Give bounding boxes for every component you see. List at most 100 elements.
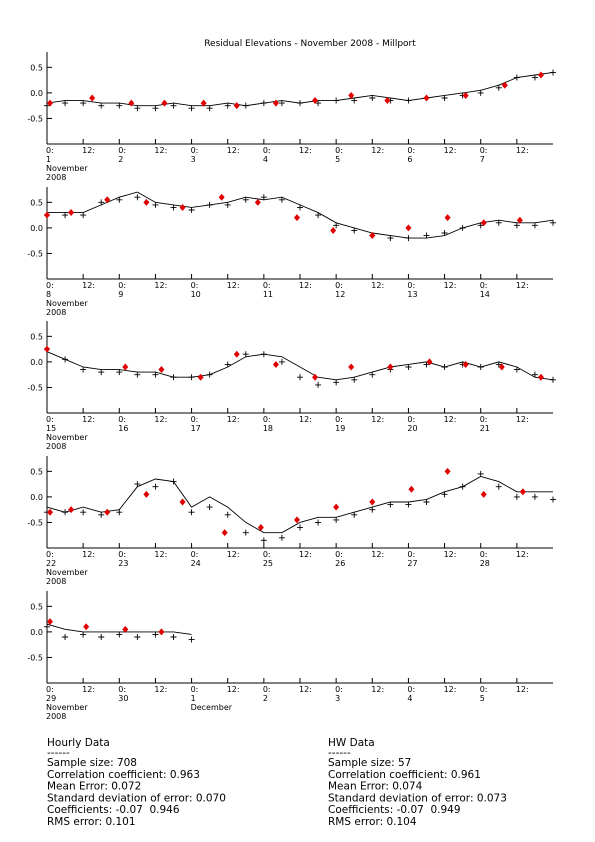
plus-marker: [116, 196, 123, 203]
plus-marker: [152, 631, 159, 638]
diamond-marker: [444, 467, 451, 475]
plus-marker: [134, 371, 141, 378]
x-tick-label: 0:: [118, 146, 126, 155]
diamond-marker: [426, 358, 433, 366]
plus-marker: [152, 371, 159, 378]
x-tick-label: 12:: [227, 685, 240, 694]
day-label: 18: [263, 424, 273, 433]
plus-marker: [116, 631, 123, 638]
y-tick-label: 0.5: [30, 332, 43, 341]
plus-marker: [116, 102, 123, 109]
plus-marker: [315, 212, 322, 219]
plus-marker: [333, 222, 340, 229]
plus-marker: [297, 524, 303, 531]
plus-marker: [80, 212, 87, 219]
x-tick-label: 0:: [118, 415, 126, 424]
diamond-marker: [348, 91, 355, 99]
x-tick-label: 12:: [444, 415, 457, 424]
plus-marker: [80, 366, 87, 373]
diamond-marker: [444, 214, 451, 222]
stats-line: RMS error: 0.101: [47, 816, 136, 828]
diamond-marker: [221, 529, 228, 537]
plus-marker: [387, 501, 394, 508]
y-tick-label: 0.5: [30, 63, 43, 72]
diamond-marker: [480, 219, 487, 227]
plus-marker: [98, 199, 105, 206]
diamond-marker: [158, 366, 165, 374]
plus-marker: [206, 105, 213, 112]
diamond-marker: [68, 506, 75, 514]
year-label: 2008: [46, 577, 66, 586]
day-label: 3: [191, 155, 196, 164]
x-tick-label: 0:: [118, 550, 126, 559]
day-label: 27: [407, 559, 417, 568]
day-label: 22: [46, 559, 56, 568]
stats-line: Sample size: 57: [328, 757, 411, 769]
diamond-marker: [462, 360, 469, 368]
diamond-marker: [233, 350, 240, 358]
x-tick-label: 0:: [191, 146, 199, 155]
diamond-marker: [254, 198, 261, 206]
x-tick-label: 0:: [407, 146, 415, 155]
day-label: 20: [407, 424, 417, 433]
day-label: 19: [335, 424, 345, 433]
stats-underline: ------: [328, 747, 351, 759]
x-tick-label: 0:: [46, 550, 54, 559]
diamond-marker: [47, 99, 54, 107]
diamond-marker: [348, 363, 355, 371]
plus-marker: [297, 100, 303, 107]
x-tick-label: 0:: [46, 281, 54, 290]
day-label: 21: [480, 424, 490, 433]
plus-marker: [98, 369, 105, 376]
year-label: 2008: [46, 712, 66, 721]
day-label: 9: [118, 290, 123, 299]
x-tick-label: 0:: [335, 146, 343, 155]
diamond-marker: [293, 214, 300, 222]
x-tick-label: 12:: [371, 146, 384, 155]
plus-marker: [278, 358, 285, 365]
diamond-marker: [233, 102, 240, 110]
diamond-marker: [272, 99, 279, 107]
month-label: November: [46, 164, 88, 173]
plus-marker: [188, 207, 195, 213]
diamond-marker: [218, 193, 225, 201]
diamond-marker: [179, 203, 186, 211]
x-tick-label: 0:: [407, 685, 415, 694]
stats-line: Mean Error: 0.072: [47, 781, 141, 793]
stats-line: Coefficients: -0.07 0.946: [47, 804, 180, 816]
month-label: November: [46, 703, 88, 712]
plus-marker: [441, 491, 448, 498]
plus-marker: [170, 204, 177, 211]
x-tick-label: 12:: [444, 281, 457, 290]
plus-marker: [224, 511, 231, 518]
day-label: 5: [335, 155, 340, 164]
plus-marker: [495, 361, 502, 368]
plus-marker: [260, 351, 267, 358]
plus-marker: [477, 89, 484, 96]
plus-marker: [315, 519, 322, 526]
y-tick-label: -0.5: [27, 518, 43, 527]
diamond-marker: [122, 625, 129, 633]
diamond-marker: [423, 94, 430, 102]
plus-marker: [369, 371, 376, 378]
plus-marker: [405, 501, 412, 508]
plus-marker: [297, 204, 303, 211]
x-tick-label: 12:: [444, 550, 457, 559]
plus-marker: [98, 511, 105, 518]
day-label: 2: [118, 155, 123, 164]
plus-marker: [405, 235, 412, 242]
diamond-marker: [161, 99, 168, 107]
year-label: 2008: [46, 173, 66, 182]
diamond-marker: [369, 498, 376, 506]
diamond-marker: [312, 97, 319, 105]
plus-marker: [188, 374, 195, 381]
stats-line: Mean Error: 0.074: [328, 781, 423, 793]
stats-line: Correlation coefficient: 0.961: [328, 769, 481, 781]
x-tick-label: 0:: [480, 550, 488, 559]
plus-marker: [260, 100, 267, 107]
diamond-marker: [197, 373, 204, 381]
plus-marker: [224, 201, 231, 208]
x-tick-label: 12:: [154, 415, 167, 424]
plus-marker: [369, 95, 376, 101]
